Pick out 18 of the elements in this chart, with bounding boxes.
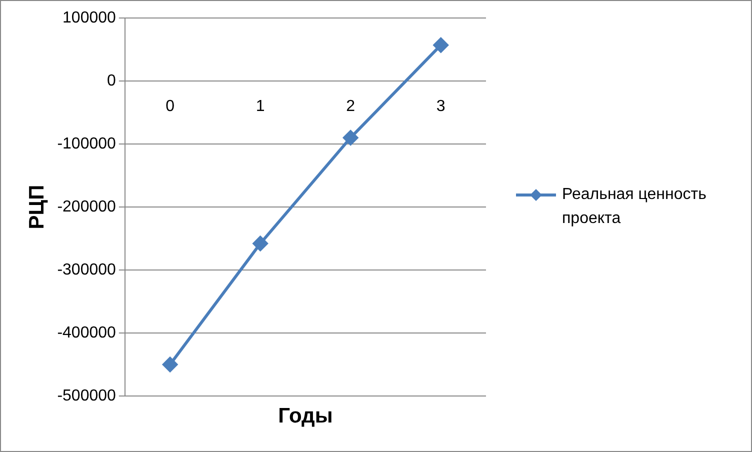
y-tick-label: 100000 bbox=[62, 9, 116, 26]
y-tick-label: -100000 bbox=[57, 135, 116, 152]
x-tick-label: 1 bbox=[256, 98, 265, 116]
x-tick-label: 2 bbox=[346, 98, 356, 116]
y-tick-label: -200000 bbox=[57, 198, 116, 216]
y-tick-label: 0 bbox=[107, 72, 116, 90]
x-axis-title: Годы bbox=[278, 404, 333, 428]
y-tick-label: -300000 bbox=[57, 261, 116, 278]
y-tick-label: -400000 bbox=[57, 324, 116, 342]
y-axis-title: РЦП bbox=[25, 184, 48, 230]
point bbox=[252, 236, 268, 252]
x-tick-label: 0 bbox=[166, 98, 175, 116]
legend-label: Реальная ценность проекта bbox=[562, 185, 708, 229]
point bbox=[343, 130, 358, 146]
x-tick-label: 3 bbox=[436, 98, 446, 116]
point bbox=[162, 357, 178, 372]
y-tick-label: -500000 bbox=[57, 387, 116, 404]
point bbox=[433, 38, 448, 53]
